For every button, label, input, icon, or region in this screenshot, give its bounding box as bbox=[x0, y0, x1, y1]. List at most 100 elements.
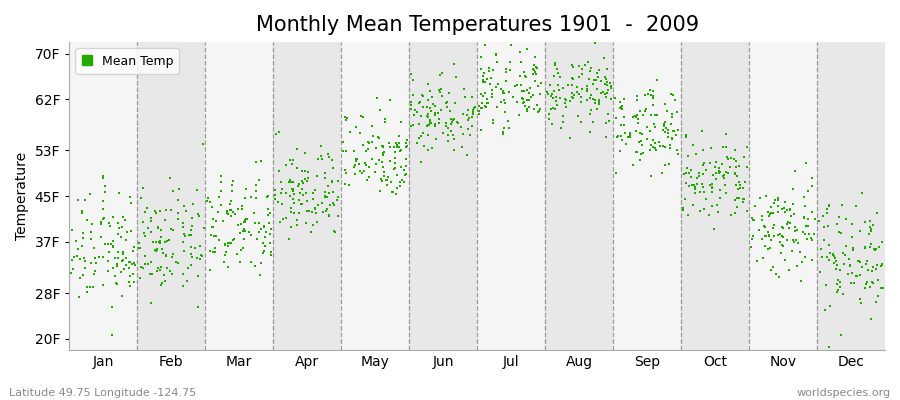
Point bbox=[194, 243, 208, 249]
Point bbox=[423, 118, 437, 124]
Point bbox=[588, 40, 602, 46]
Point bbox=[677, 171, 691, 178]
Point bbox=[813, 269, 827, 276]
Point bbox=[162, 174, 176, 181]
Point bbox=[782, 225, 796, 232]
Point bbox=[598, 94, 613, 100]
Point bbox=[374, 176, 388, 182]
Point bbox=[805, 237, 819, 244]
Point bbox=[645, 144, 660, 150]
Point bbox=[645, 102, 660, 108]
Point bbox=[534, 80, 548, 86]
Point bbox=[263, 231, 277, 238]
Point bbox=[218, 252, 232, 258]
Point bbox=[589, 77, 603, 84]
Point bbox=[517, 88, 531, 94]
Point bbox=[633, 157, 647, 163]
Point bbox=[264, 225, 278, 232]
Point bbox=[644, 142, 658, 148]
Point bbox=[782, 206, 796, 212]
Point bbox=[664, 111, 679, 118]
Point bbox=[426, 101, 440, 108]
Point bbox=[106, 265, 121, 272]
Point bbox=[314, 153, 328, 159]
Point bbox=[94, 234, 108, 240]
Point bbox=[747, 217, 761, 224]
Point bbox=[688, 190, 702, 196]
Point bbox=[528, 54, 543, 61]
Point bbox=[871, 276, 886, 283]
Point bbox=[308, 186, 322, 193]
Point bbox=[326, 200, 340, 206]
Point bbox=[732, 163, 746, 169]
Point bbox=[295, 186, 310, 192]
Point bbox=[687, 182, 701, 188]
Point bbox=[111, 231, 125, 237]
Point bbox=[390, 144, 404, 150]
Point bbox=[267, 196, 282, 202]
Point bbox=[524, 94, 538, 100]
Point bbox=[806, 231, 821, 237]
Point bbox=[348, 124, 363, 130]
Point bbox=[704, 144, 718, 151]
Point bbox=[614, 122, 628, 128]
Point bbox=[176, 220, 190, 226]
Point bbox=[111, 255, 125, 261]
Point bbox=[759, 233, 773, 240]
Point bbox=[728, 169, 742, 176]
Point bbox=[842, 262, 857, 269]
Point bbox=[76, 235, 90, 242]
Point bbox=[226, 237, 240, 244]
Point bbox=[310, 202, 325, 208]
Point bbox=[759, 193, 773, 200]
Point bbox=[115, 257, 130, 264]
Point bbox=[177, 231, 192, 237]
Point bbox=[494, 85, 508, 92]
Point bbox=[666, 128, 680, 135]
Point bbox=[399, 163, 413, 170]
Point bbox=[789, 236, 804, 243]
Point bbox=[844, 234, 859, 240]
Point bbox=[322, 211, 337, 218]
Point bbox=[285, 196, 300, 202]
Point bbox=[249, 182, 264, 188]
Point bbox=[395, 177, 410, 184]
Point bbox=[715, 161, 729, 167]
Point bbox=[434, 85, 448, 92]
Point bbox=[680, 180, 694, 186]
Point bbox=[724, 164, 738, 170]
Point bbox=[496, 88, 510, 95]
Point bbox=[446, 116, 461, 122]
Point bbox=[392, 140, 406, 146]
Point bbox=[521, 104, 535, 110]
Point bbox=[770, 194, 785, 201]
Point bbox=[662, 161, 676, 168]
Point bbox=[319, 208, 333, 214]
Point bbox=[703, 160, 717, 166]
Point bbox=[788, 228, 803, 234]
Point bbox=[351, 161, 365, 168]
Point bbox=[601, 111, 616, 118]
Point bbox=[422, 88, 436, 94]
Point bbox=[603, 96, 617, 103]
Point bbox=[721, 156, 735, 162]
Point bbox=[729, 173, 743, 179]
Point bbox=[149, 239, 164, 245]
Point bbox=[300, 207, 314, 214]
Point bbox=[767, 222, 781, 228]
Point bbox=[113, 268, 128, 275]
Point bbox=[160, 238, 175, 244]
Point bbox=[630, 93, 644, 99]
Point bbox=[676, 207, 690, 213]
Point bbox=[461, 117, 475, 124]
Point bbox=[172, 186, 186, 192]
Point bbox=[802, 230, 816, 237]
Point bbox=[127, 278, 141, 285]
Point bbox=[403, 122, 418, 129]
Point bbox=[801, 188, 815, 194]
Point bbox=[364, 139, 379, 146]
Point bbox=[290, 165, 304, 172]
Point bbox=[628, 149, 643, 155]
Point bbox=[328, 229, 342, 236]
Point bbox=[512, 112, 526, 118]
